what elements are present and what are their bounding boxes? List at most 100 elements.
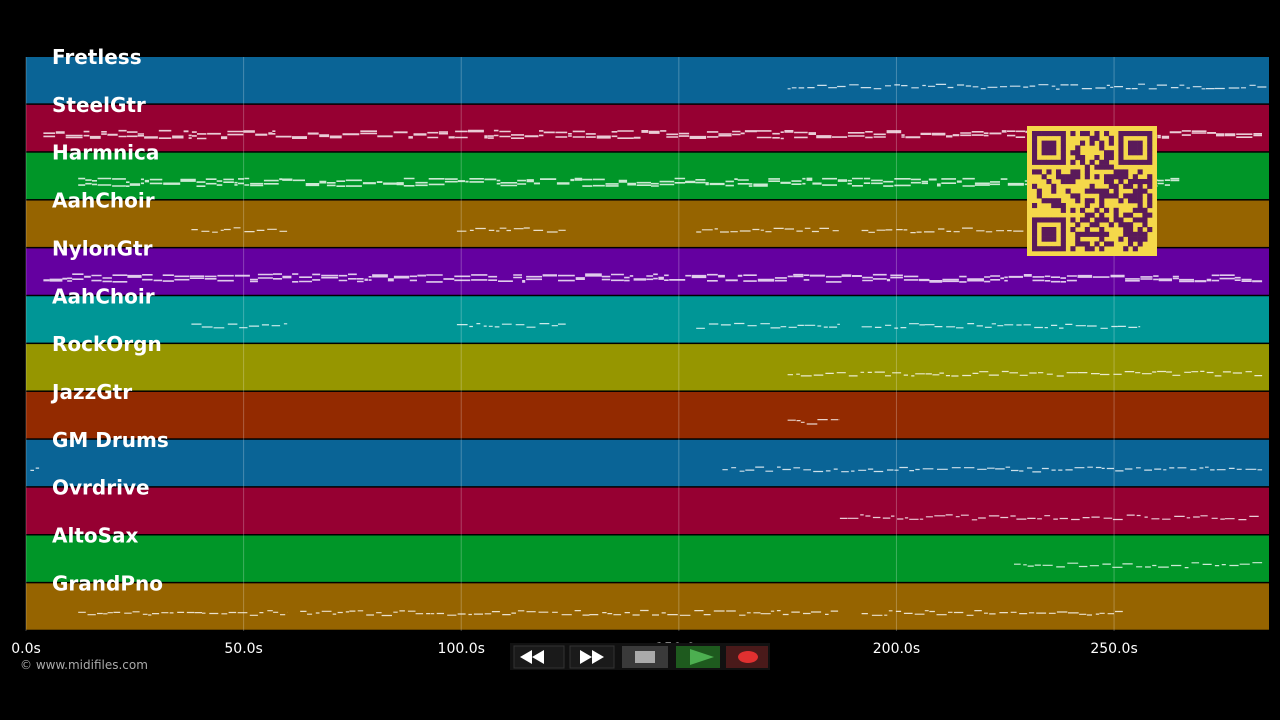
qr-module xyxy=(1060,155,1066,161)
qr-module xyxy=(1075,222,1081,228)
note-strip xyxy=(787,370,1263,377)
track-lane xyxy=(26,296,1269,343)
qr-module xyxy=(1099,236,1105,242)
qr-module xyxy=(1128,236,1134,242)
qr-module xyxy=(1108,155,1114,161)
qr-module xyxy=(1137,179,1143,185)
qr-module xyxy=(1118,159,1124,165)
qr-module xyxy=(1075,150,1081,156)
note-strip xyxy=(191,323,288,329)
qr-module xyxy=(1147,227,1153,233)
qr-module xyxy=(1113,174,1119,180)
qr-module xyxy=(1056,203,1062,209)
qr-module xyxy=(1118,145,1124,151)
qr-module xyxy=(1147,198,1153,204)
qr-module xyxy=(1142,212,1148,218)
qr-module xyxy=(1056,198,1062,204)
qr-module xyxy=(1032,227,1038,233)
qr-module xyxy=(1089,135,1095,141)
qr-module xyxy=(1118,169,1124,175)
qr-module xyxy=(1104,131,1110,137)
qr-module xyxy=(1060,217,1066,223)
qr-module xyxy=(1094,164,1100,170)
qr-module xyxy=(1132,145,1138,151)
qr-module xyxy=(1046,227,1052,233)
qr-module xyxy=(1104,164,1110,170)
qr-module xyxy=(1070,169,1076,175)
qr-module xyxy=(1084,212,1090,218)
note-strip xyxy=(456,323,566,328)
qr-module xyxy=(1094,135,1100,141)
qr-module xyxy=(1046,131,1052,137)
qr-module xyxy=(1036,188,1042,194)
grid xyxy=(25,57,1115,631)
qr-module xyxy=(1099,188,1105,194)
qr-module xyxy=(1108,150,1114,156)
qr-module xyxy=(1123,174,1129,180)
fast-forward-button[interactable] xyxy=(569,645,615,669)
qr-module xyxy=(1147,193,1153,199)
qr-module xyxy=(1137,140,1143,146)
qr-module xyxy=(1041,231,1047,237)
track-name: AltoSax xyxy=(52,524,139,548)
qr-module xyxy=(1147,174,1153,180)
qr-module xyxy=(1070,131,1076,137)
qr-module xyxy=(1046,145,1052,151)
qr-module xyxy=(1128,183,1134,189)
qr-module xyxy=(1056,246,1062,252)
qr-module xyxy=(1137,169,1143,175)
stop-button[interactable] xyxy=(622,646,668,668)
track-name: Fretless xyxy=(52,45,142,69)
tick-label: 200.0s xyxy=(873,641,920,657)
note-strip xyxy=(1014,562,1263,569)
qr-module xyxy=(1070,179,1076,185)
track-name: NylonGtr xyxy=(52,236,153,260)
qr-module xyxy=(1118,179,1124,185)
qr-module xyxy=(1032,135,1038,141)
qr-module xyxy=(1032,241,1038,247)
qr-module xyxy=(1104,150,1110,156)
qr-module xyxy=(1056,131,1062,137)
qr-module xyxy=(1036,159,1042,165)
qr-module xyxy=(1084,231,1090,237)
rewind-button[interactable] xyxy=(513,645,565,669)
play-button[interactable] xyxy=(676,646,720,668)
qr-module xyxy=(1132,140,1138,146)
qr-module xyxy=(1099,198,1105,204)
record-button[interactable] xyxy=(726,646,768,668)
qr-module xyxy=(1108,164,1114,170)
qr-module xyxy=(1137,198,1143,204)
qr-module xyxy=(1032,231,1038,237)
qr-module xyxy=(1056,174,1062,180)
qr-module xyxy=(1089,222,1095,228)
qr-module xyxy=(1089,188,1095,194)
qr-module xyxy=(1147,203,1153,209)
qr-module xyxy=(1075,241,1081,247)
qr-module xyxy=(1084,174,1090,180)
qr-module xyxy=(1132,159,1138,165)
qr-module xyxy=(1032,222,1038,228)
note-strip xyxy=(696,322,840,329)
qr-module xyxy=(1032,203,1038,209)
track-lane xyxy=(26,57,1269,104)
tick-label: 0.0s xyxy=(11,641,41,657)
track-name: JazzGtr xyxy=(50,380,132,404)
note-strip xyxy=(78,610,288,616)
qr-module xyxy=(1060,227,1066,233)
qr-module xyxy=(1041,246,1047,252)
qr-module xyxy=(1060,135,1066,141)
qr-module xyxy=(1070,174,1076,180)
qr-module xyxy=(1070,246,1076,252)
qr-module xyxy=(1032,236,1038,242)
qr-module xyxy=(1137,227,1143,233)
qr-module xyxy=(1060,159,1066,165)
qr-module xyxy=(1051,140,1057,146)
qr-module xyxy=(1094,174,1100,180)
qr-module xyxy=(1099,212,1105,218)
qr-module xyxy=(1142,188,1148,194)
qr-module xyxy=(1104,159,1110,165)
qr-module xyxy=(1118,222,1124,228)
track-lane xyxy=(26,344,1269,391)
qr-module xyxy=(1147,179,1153,185)
